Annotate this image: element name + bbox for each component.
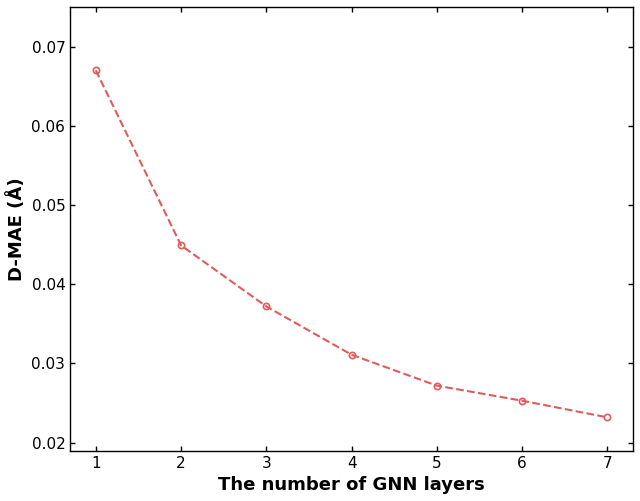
Y-axis label: D-MAE (Å): D-MAE (Å) [7, 177, 26, 281]
X-axis label: The number of GNN layers: The number of GNN layers [218, 476, 485, 494]
